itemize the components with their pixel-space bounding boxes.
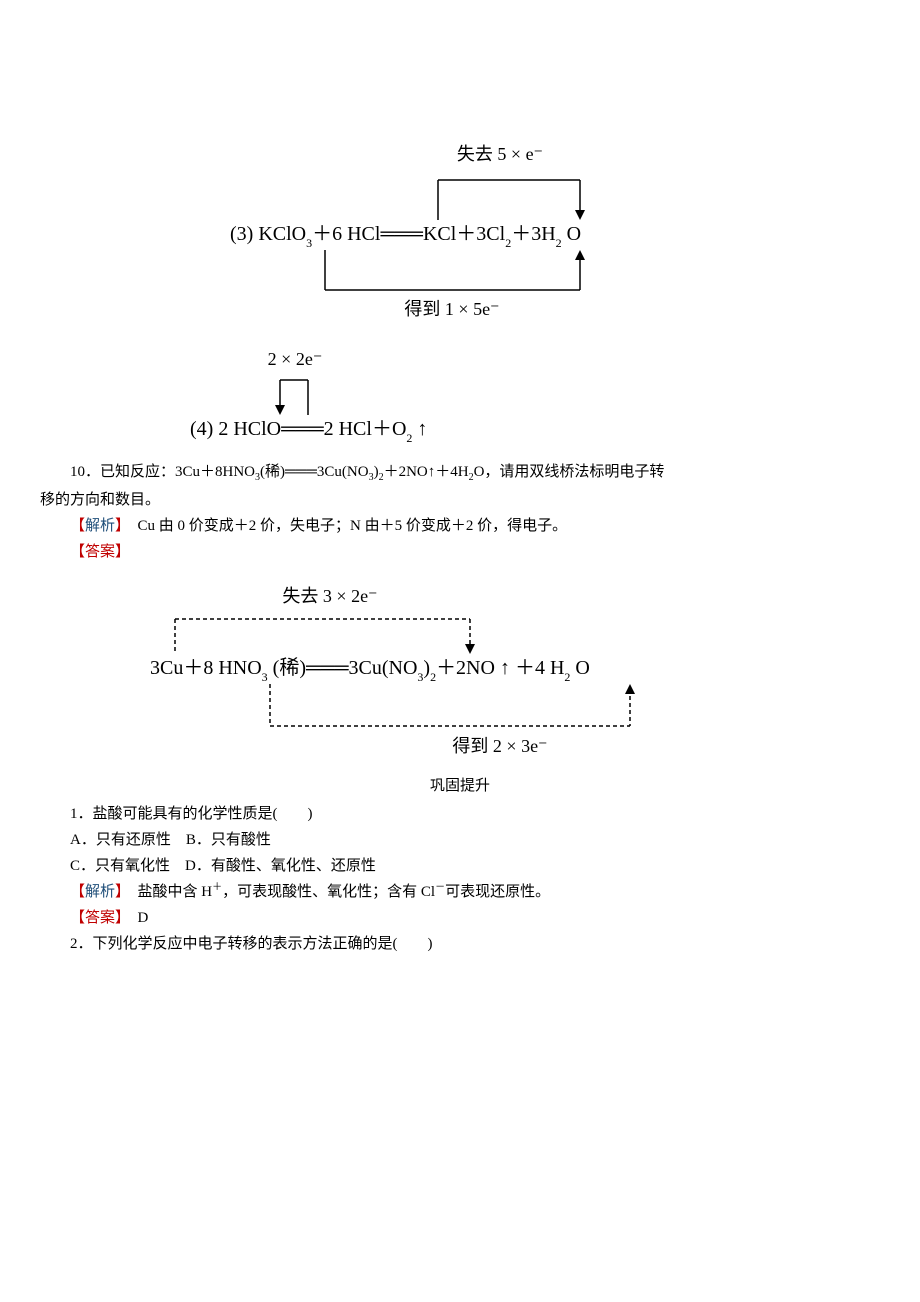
q1-optline2: C．只有氧化性 D．有酸性、氧化性、还原性	[40, 854, 880, 878]
analysis-label: 【解析】	[70, 518, 123, 534]
diagram-3: 失去 5 × e⁻ (3) KClO3＋6 HCl═══KCl＋3Cl2＋3H2…	[40, 130, 880, 330]
answer-label: 【答案】	[70, 544, 130, 560]
consolidate-title: 巩固提升	[40, 774, 880, 798]
diagram-answer: 失去 3 × 2e⁻ 3Cu＋8 HNO3 (稀)═══3Cu(NO3)2＋2N…	[40, 574, 880, 764]
analysis-label-q1: 【解析】	[70, 884, 123, 900]
q10-analysis: 【解析】 Cu 由 0 价变成＋2 价，失电子；N 由＋5 价变成＋2 价，得电…	[40, 514, 880, 538]
q2-stem: 2．下列化学反应中电子转移的表示方法正确的是( )	[40, 932, 880, 956]
q1-stem: 1．盐酸可能具有的化学性质是( )	[40, 802, 880, 826]
diagram-4-svg: 2 × 2e⁻ (4) 2 HClO═══2 HCl＋O2 ↑	[180, 340, 540, 450]
q2-number: 2．	[70, 936, 93, 952]
q10-stem-line2: 移的方向和数目。	[40, 488, 880, 512]
gain-label-3: 得到 1 × 5e⁻	[404, 299, 499, 319]
q10-stem: 10．已知反应：3Cu＋8HNO3(稀)═══3Cu(NO3)2＋2NO↑＋4H…	[40, 460, 880, 486]
q1-number: 1．	[70, 806, 93, 822]
eq-4: (4) 2 HClO═══2 HCl＋O2 ↑	[190, 418, 427, 445]
lose-label-a: 失去 3 × 2e⁻	[282, 586, 377, 606]
answer-label-q1: 【答案】	[70, 910, 123, 926]
q10-answer-label: 【答案】	[40, 540, 880, 564]
diagram-answer-svg: 失去 3 × 2e⁻ 3Cu＋8 HNO3 (稀)═══3Cu(NO3)2＋2N…	[100, 574, 820, 764]
q1-answer: 【答案】 D	[40, 906, 880, 930]
gain-label-a: 得到 2 × 3e⁻	[452, 736, 547, 756]
lose-label-3: 失去 5 × e⁻	[457, 144, 543, 164]
eq-a: 3Cu＋8 HNO3 (稀)═══3Cu(NO3)2＋2NO ↑ ＋4 H2 O	[150, 656, 590, 684]
diagram-3-svg: 失去 5 × e⁻ (3) KClO3＋6 HCl═══KCl＋3Cl2＋3H2…	[180, 130, 740, 330]
diagram-4: 2 × 2e⁻ (4) 2 HClO═══2 HCl＋O2 ↑	[40, 340, 880, 450]
q1-optline1: A．只有还原性 B．只有酸性	[40, 828, 880, 852]
lose-label-4: 2 × 2e⁻	[268, 349, 323, 369]
eq-3: (3) KClO3＋6 HCl═══KCl＋3Cl2＋3H2 O	[230, 223, 581, 250]
q1-analysis: 【解析】 盐酸中含 H＋，可表现酸性、氧化性；含有 Cl－可表现还原性。	[40, 880, 880, 904]
q10-number: 10．	[70, 464, 100, 480]
